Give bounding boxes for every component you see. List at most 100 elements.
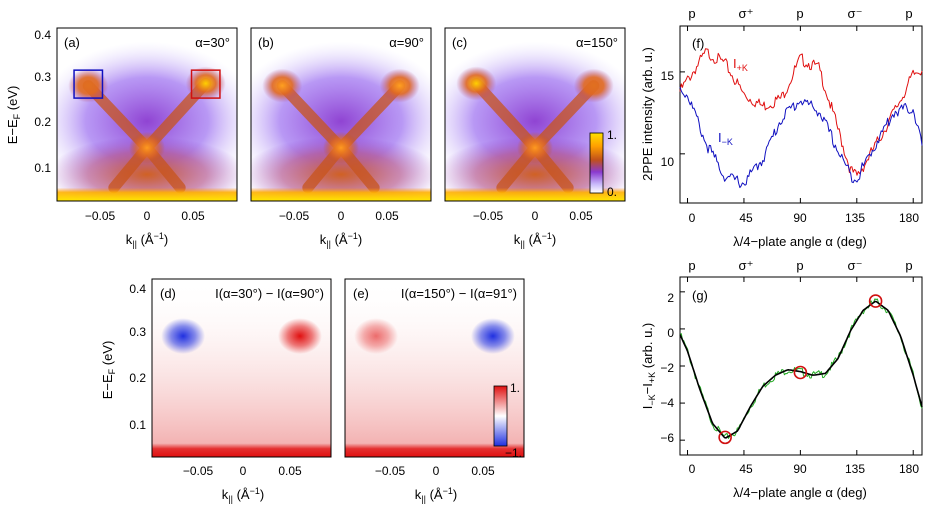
panel-label: (d): [160, 286, 176, 301]
y-tick-label: −4: [660, 396, 674, 410]
top-label: σ⁺: [739, 6, 754, 21]
lobe-left: [68, 68, 109, 103]
low-energy-floor: [251, 187, 431, 201]
x-ticks: −0.05 0 0.05: [375, 464, 495, 478]
y-tick-label: 0.2: [129, 371, 146, 385]
top-label: p: [688, 6, 695, 21]
top-label: p: [796, 6, 803, 21]
x-ticks: 0 45 90 135 180: [689, 462, 920, 476]
lobe-left: [456, 66, 497, 101]
series-line-blue: [679, 86, 923, 189]
y-tick-label: 0.4: [34, 28, 51, 42]
lower-band: [445, 136, 625, 201]
panel-d: (d) I(α=30°) − I(α=90°) 0.1 0.2 0.3 0.4 …: [100, 278, 332, 504]
lobe-left: [262, 68, 303, 103]
panel-c-frame: [444, 27, 626, 202]
y-tick-label: 0.3: [129, 325, 146, 339]
y-axis-label: E−EF (eV): [100, 341, 117, 400]
top-label: σ⁻: [848, 258, 863, 273]
y-tick-label: 0.3: [34, 70, 51, 84]
x-tick-label: −0.05: [473, 209, 504, 223]
panel-b-frame: [250, 27, 432, 202]
y-tick-label: 2: [667, 291, 674, 305]
y-tick-label: 0.1: [34, 161, 51, 175]
difference-haze: [152, 279, 331, 457]
colorbar: [493, 385, 508, 447]
panel-annotation: α=90°: [389, 35, 424, 50]
marker-point: [868, 294, 883, 308]
colorbar-max-label: 1.: [510, 381, 520, 395]
roi-box-red: [190, 69, 221, 99]
legend-label-minus: I−K: [718, 130, 733, 147]
top-label: σ⁺: [739, 258, 754, 273]
y-ticks: −6 −4 −2 0 2: [660, 291, 674, 445]
x-tick-label: −0.05: [85, 209, 116, 223]
y-ticks: 0.1 0.2 0.3 0.4: [129, 282, 146, 432]
panel-label: (g): [692, 288, 708, 303]
lower-band: [251, 136, 431, 201]
x-tick-label: 0.05: [375, 209, 399, 223]
y-tick-label: −6: [660, 431, 674, 445]
y-axis-label: E−EF (eV): [5, 86, 22, 145]
panel-d-frame: [151, 278, 332, 458]
x-tick-label: 135: [845, 211, 865, 225]
y-tick-label: 0.4: [129, 282, 146, 296]
x-axis-label: k|| (Å−1): [320, 231, 362, 249]
difference-lobe-right: [277, 318, 322, 355]
top-labels: p σ⁺ p σ⁻ p: [688, 258, 912, 273]
lobe-right: [185, 66, 226, 101]
x-tick-label: 0.05: [569, 209, 593, 223]
panel-annotation: I(α=150°) − I(α=91°): [401, 286, 517, 301]
x-tick-label: 0: [240, 464, 247, 478]
panel-label: (e): [353, 286, 369, 301]
low-energy-floor: [345, 443, 524, 457]
y-tick-label: 10: [661, 155, 675, 169]
panel-label: (f): [692, 36, 704, 51]
marker-point: [718, 430, 732, 445]
series-line-red: [679, 48, 923, 176]
panel-f: (f) I+K I−K p σ⁺ p σ⁻ p 15 10 0 45 90 13…: [640, 6, 923, 249]
y-tick-label: 0.2: [34, 115, 51, 129]
y-tick-label: 0: [667, 326, 674, 340]
y-ticks: 0.1 0.2 0.3 0.4: [34, 28, 51, 175]
series-line-green: [679, 298, 923, 439]
x-tick-label: 135: [845, 462, 865, 476]
panel-b: (b) α=90° −0.05 0 0.05 k|| (Å−1): [250, 27, 432, 249]
panel-c: (c) α=150° 1. 0. −0.05 0 0.05 k|| (Å−1): [444, 27, 626, 249]
x-ticks: −0.05 0 0.05: [473, 209, 593, 223]
x-tick-label: −0.05: [279, 209, 310, 223]
difference-lobe-right: [470, 318, 515, 355]
top-label: p: [688, 258, 695, 273]
marker-point: [793, 365, 808, 380]
x-axis-label: k|| (Å−1): [514, 231, 556, 249]
y-tick-label: −2: [660, 361, 674, 375]
legend-label-plus: I+K: [733, 56, 748, 73]
top-labels: p σ⁺ p σ⁻ p: [688, 6, 912, 21]
top-label: p: [905, 6, 912, 21]
x-tick-label: 180: [899, 211, 919, 225]
x-axis-label: λ/4−plate angle α (deg): [733, 485, 867, 500]
x-tick-label: 0: [689, 462, 696, 476]
lobe-right: [573, 68, 614, 103]
colorbar-max-label: 1.: [607, 128, 617, 142]
x-ticks: 0 45 90 135 180: [689, 211, 920, 225]
difference-lobe-left: [354, 318, 399, 355]
x-tick-label: 0.05: [278, 464, 302, 478]
x-ticks: −0.05 0 0.05: [183, 464, 302, 478]
panel-label: (a): [64, 35, 80, 50]
y-axis-label: 2PPE intensity (arb. u.): [640, 47, 655, 181]
x-axis-label: k|| (Å−1): [415, 486, 457, 504]
lobe-right: [379, 68, 420, 103]
x-tick-label: 0: [433, 464, 440, 478]
marker-group: [718, 294, 883, 445]
x-ticks: −0.05 0 0.05: [85, 209, 205, 223]
x-tick-label: 0: [338, 209, 345, 223]
panel-label: (b): [258, 35, 274, 50]
series-group: [679, 48, 923, 189]
y-axis-label: I−K−I+K (arb. u.): [640, 323, 657, 410]
x-tick-label: 90: [793, 211, 807, 225]
top-label: p: [905, 258, 912, 273]
x-tick-label: 0.05: [181, 209, 205, 223]
crossing-point: [323, 131, 359, 164]
low-energy-floor: [445, 187, 625, 201]
